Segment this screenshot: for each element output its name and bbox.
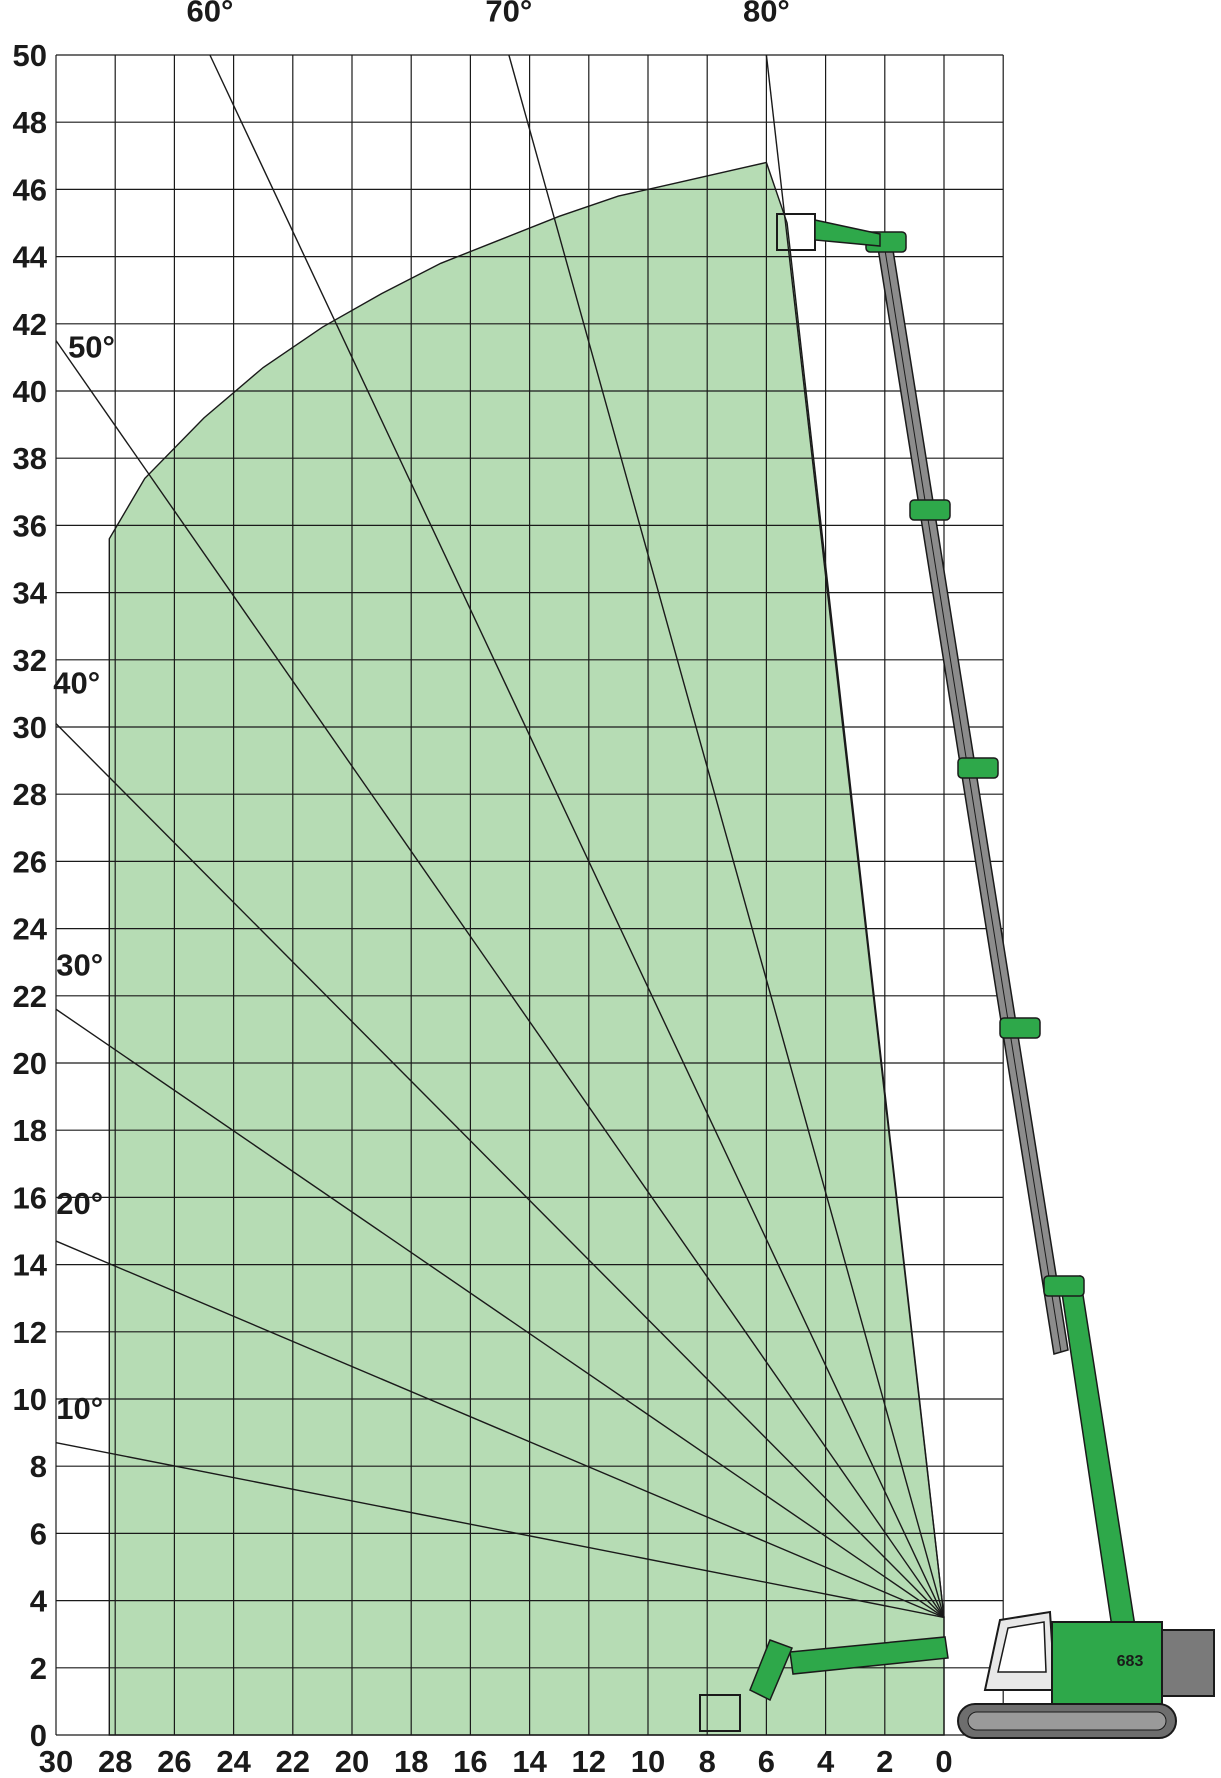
stowed-platform-basket (699, 1694, 741, 1732)
counterweight (1161, 1629, 1215, 1697)
x-tick-label: 22 (276, 1744, 310, 1778)
x-tick-label: 0 (935, 1744, 952, 1778)
angle-label: 60° (186, 0, 233, 28)
working-range-envelope (108, 161, 945, 1736)
x-tick-label: 10 (631, 1744, 665, 1778)
boom-angle-ray (55, 340, 945, 1618)
x-tick-label: 24 (216, 1744, 251, 1778)
boom-inner-line (884, 249, 1062, 1353)
y-tick-label: 12 (13, 1315, 47, 1350)
y-tick-label: 24 (13, 912, 48, 947)
angle-label: 70° (485, 0, 532, 28)
y-tick-label: 14 (13, 1248, 48, 1283)
x-tick-label: 6 (758, 1744, 775, 1778)
y-tick-label: 36 (13, 508, 47, 543)
crane-illustration: 683 (699, 213, 1215, 1739)
y-tick-label: 0 (30, 1718, 47, 1753)
y-tick-label: 44 (13, 240, 48, 275)
x-tick-label: 18 (394, 1744, 428, 1778)
x-tick-label: 30 (39, 1744, 73, 1778)
boom-angle-ray (55, 723, 945, 1618)
y-tick-label: 48 (13, 105, 47, 140)
y-tick-label: 50 (13, 38, 47, 73)
x-tick-label: 12 (572, 1744, 606, 1778)
y-tick-label: 28 (13, 777, 47, 812)
boom-angle-ray (55, 1441, 945, 1619)
y-tick-label: 22 (13, 979, 47, 1014)
boom-angle-ray (508, 54, 945, 1618)
y-tick-label: 30 (13, 710, 47, 745)
chart-grid (55, 54, 1004, 1736)
y-tick-label: 42 (13, 307, 47, 342)
cab-window (997, 1621, 1047, 1673)
x-tick-label: 28 (98, 1744, 132, 1778)
boom-angle-ray (209, 54, 945, 1618)
y-tick-label: 4 (30, 1584, 48, 1619)
machine-model-label: 683 (1117, 1653, 1144, 1670)
angle-label: 20° (56, 1186, 103, 1221)
y-tick-label: 20 (13, 1046, 47, 1081)
x-tick-label: 2 (876, 1744, 893, 1778)
y-tick-label: 38 (13, 441, 47, 476)
x-tick-label: 20 (335, 1744, 369, 1778)
envelope-area (108, 161, 945, 1736)
y-tick-label: 8 (30, 1449, 47, 1484)
stowed-boom-arm (749, 1639, 793, 1702)
stowed-boom (789, 1636, 949, 1675)
x-tick-label: 8 (699, 1744, 716, 1778)
boom-joint (909, 499, 951, 521)
axis-tick-labels: 0246810121416182022242628303234363840424… (13, 38, 953, 1778)
y-tick-label: 34 (13, 576, 48, 611)
boom-angle-ray (765, 54, 945, 1618)
boom-angle-ray (55, 1008, 945, 1618)
boom-angle-ray (55, 1240, 945, 1619)
boom-angle-rays (55, 54, 945, 1619)
y-tick-label: 2 (30, 1651, 47, 1686)
x-tick-label: 16 (453, 1744, 487, 1778)
x-tick-label: 26 (157, 1744, 191, 1778)
platform-jib (814, 219, 881, 247)
angle-label: 40° (53, 665, 100, 700)
y-tick-label: 26 (13, 844, 47, 879)
boom-joint (999, 1017, 1041, 1039)
boom-joint (1043, 1275, 1085, 1297)
y-tick-label: 10 (13, 1382, 47, 1417)
y-tick-label: 18 (13, 1113, 47, 1148)
y-tick-label: 40 (13, 374, 47, 409)
y-tick-label: 6 (30, 1516, 47, 1551)
x-tick-label: 4 (817, 1744, 835, 1778)
angle-label: 10° (56, 1391, 103, 1426)
y-tick-label: 46 (13, 172, 47, 207)
angle-label: 30° (56, 948, 103, 983)
y-tick-label: 32 (13, 643, 47, 678)
upper-carriage (1051, 1621, 1163, 1705)
y-tick-label: 16 (13, 1180, 47, 1215)
angle-label: 50° (68, 329, 115, 364)
x-tick-label: 14 (512, 1744, 547, 1778)
boom-joint (957, 757, 999, 779)
angle-labels: 10° 20° 30° 40° 50° 60° 70° 80° (53, 0, 790, 1426)
crawler-track-inner (967, 1711, 1167, 1731)
angle-label: 80° (743, 0, 790, 28)
